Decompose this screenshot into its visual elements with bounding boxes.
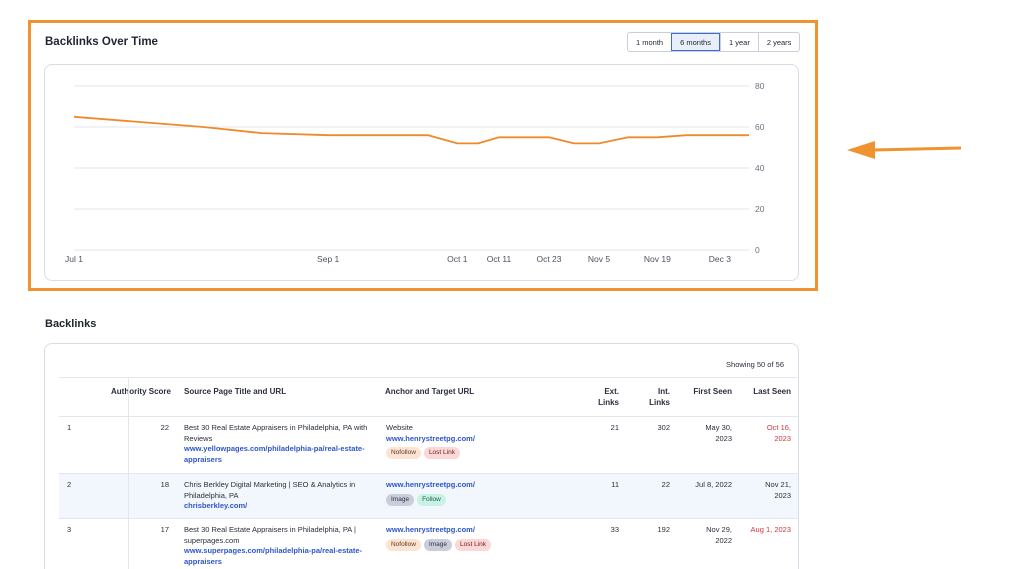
row-index: 1: [67, 423, 72, 432]
x-tick-label: Nov 5: [588, 254, 610, 264]
last-seen-date: Nov 21, 2023: [765, 480, 791, 500]
ext-links-count: 21: [610, 423, 619, 432]
column-ext-links[interactable]: Ext. Links: [598, 387, 619, 407]
range-2-years[interactable]: 2 years: [757, 33, 800, 51]
table-row[interactable]: 3 17 Best 30 Real Estate Appraisers in P…: [59, 519, 798, 569]
last-seen-date: Aug 1, 2023: [750, 525, 791, 534]
follow-badge: Follow: [417, 493, 446, 506]
image-badge: Image: [386, 493, 415, 506]
column-authority-score[interactable]: Authority Score: [110, 387, 171, 396]
target-url-link[interactable]: www.henrystreetpg.com/: [386, 433, 475, 443]
x-tick-label: Oct 23: [536, 254, 561, 264]
range-1-month[interactable]: 1 month: [636, 37, 664, 47]
authority-score: 18: [160, 480, 169, 489]
anchor-text: Website: [386, 423, 413, 432]
x-tick-label: Oct 11: [487, 254, 512, 264]
column-divider: [128, 377, 129, 569]
row-index: 2: [67, 480, 72, 489]
target-url-link[interactable]: www.henrystreetpg.com/: [386, 525, 475, 534]
y-tick-label: 0: [755, 245, 760, 255]
first-seen-date: May 30, 2023: [705, 423, 732, 443]
nofollow-badge: Nofollow: [386, 447, 421, 459]
backlinks-table: Showing 50 of 56 Authority Score Source …: [44, 343, 799, 569]
series-line: [73, 115, 749, 145]
row-index: 3: [67, 525, 72, 534]
first-seen-date: Jul 8, 2022: [695, 480, 732, 489]
anchor-cell: www.henrystreetpg.com/ Nofollow Image Lo…: [386, 525, 566, 551]
range-1-year[interactable]: 1 year: [719, 33, 758, 51]
source-url-link[interactable]: www.yellowpages.com/philadelphia-pa/real…: [184, 444, 365, 464]
time-range-selector: 1 month 6 months 1 year 2 years: [627, 32, 801, 52]
ext-links-count: 33: [610, 525, 619, 534]
y-tick-label: 20: [755, 204, 765, 214]
first-seen-date: Nov 29, 2022: [706, 525, 732, 545]
backlinks-line-chart: 0 20 40 60 80 Jul 1 Sep 1 Oct 1 Oct 11 Oct 23 Nov …: [65, 81, 765, 264]
column-last-seen[interactable]: Last Seen: [753, 387, 791, 396]
backlinks-section-title: Backlinks: [45, 318, 97, 330]
y-tick-label: 60: [755, 122, 765, 132]
lost-link-badge: Lost Link: [455, 538, 492, 551]
target-url-link[interactable]: www.henrystreetpg.com/: [386, 480, 475, 489]
column-int-links[interactable]: Int. Links: [649, 387, 670, 407]
source-url-link[interactable]: chrisberkley.com/: [184, 501, 248, 510]
ext-links-count: 11: [611, 480, 619, 489]
highlight-frame: [28, 20, 818, 291]
nofollow-badge: Nofollow: [386, 538, 421, 551]
authority-score: 17: [160, 525, 169, 534]
showing-count: Showing 50 of 56: [726, 360, 784, 369]
int-links-count: 302: [657, 423, 670, 432]
x-tick-label: Jul 1: [65, 254, 83, 264]
column-first-seen[interactable]: First Seen: [693, 387, 732, 396]
last-seen-date: Oct 16, 2023: [766, 423, 791, 443]
int-links-count: 192: [657, 525, 670, 534]
source-title: Best 30 Real Estate Appraisers in Philad…: [184, 525, 356, 545]
x-tick-label: Dec 3: [709, 254, 731, 264]
chart-title: Backlinks Over Time: [45, 36, 158, 48]
y-tick-label: 80: [755, 81, 765, 91]
x-tick-label: Nov 19: [644, 254, 671, 264]
annotation-arrow-icon: [847, 141, 962, 159]
image-badge: Image: [423, 538, 453, 551]
table-header: Authority Score Source Page Title and UR…: [59, 377, 798, 417]
source-url-link[interactable]: www.superpages.com/philadelphia-pa/real-…: [184, 546, 363, 566]
source-cell: Best 30 Real Estate Appraisers in Philad…: [184, 525, 376, 567]
source-title: Chris Berkley Digital Marketing | SEO & …: [184, 480, 356, 500]
table-row[interactable]: 1 22 Best 30 Real Estate Appraisers in P…: [59, 417, 798, 474]
range-6-months[interactable]: 6 months: [671, 33, 720, 51]
chart-card: [44, 64, 799, 281]
lost-link-badge: Lost Link: [423, 447, 460, 459]
table-row[interactable]: 2 18 Chris Berkley Digital Marketing | S…: [59, 474, 798, 519]
column-anchor[interactable]: Anchor and Target URL: [385, 387, 475, 396]
source-cell: Best 30 Real Estate Appraisers in Philad…: [184, 423, 374, 465]
source-cell: Chris Berkley Digital Marketing | SEO & …: [184, 480, 374, 512]
int-links-count: 22: [661, 480, 670, 489]
authority-score: 22: [160, 423, 169, 432]
y-tick-label: 40: [755, 163, 765, 173]
anchor-cell: Website www.henrystreetpg.com/ Nofollow …: [386, 423, 566, 459]
anchor-cell: www.henrystreetpg.com/ Image Follow: [386, 480, 566, 506]
x-tick-label: Oct 1: [447, 254, 468, 264]
source-title: Best 30 Real Estate Appraisers in Philad…: [184, 423, 368, 443]
x-tick-label: Sep 1: [317, 254, 339, 264]
column-source[interactable]: Source Page Title and URL: [184, 387, 287, 396]
